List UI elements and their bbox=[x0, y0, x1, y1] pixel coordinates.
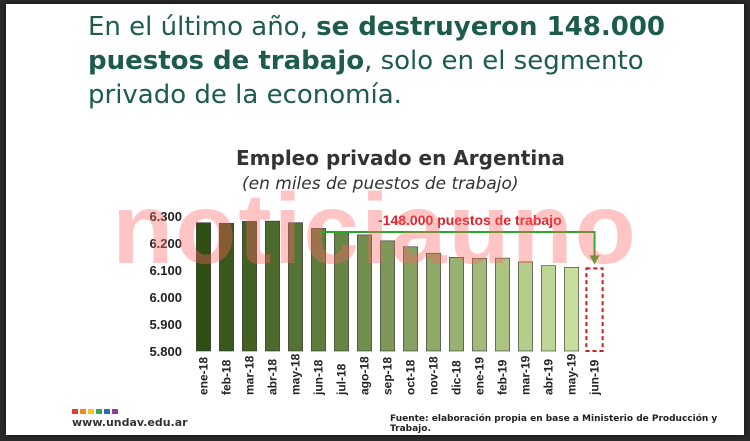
arrow-head bbox=[589, 255, 600, 265]
chart-title: Empleo privado en Argentina bbox=[236, 146, 565, 170]
x-tick-label: ene-19 bbox=[473, 357, 487, 395]
bar bbox=[242, 221, 257, 352]
x-tick-label: abr-19 bbox=[542, 359, 556, 395]
bar-highlight bbox=[585, 267, 604, 353]
bar bbox=[518, 261, 533, 352]
x-tick-label: may-18 bbox=[289, 353, 303, 395]
y-tick-label: 5.900 bbox=[149, 317, 182, 332]
annotation-label: -148.000 puestos de trabajo bbox=[378, 212, 562, 228]
x-tick-label: feb-18 bbox=[220, 359, 234, 395]
logo-url: www.undav.edu.ar bbox=[72, 416, 188, 429]
headline: En el último año, se destruyeron 148.000… bbox=[88, 10, 708, 112]
x-tick-label: ene-18 bbox=[197, 357, 211, 395]
headline-part-1: En el último año, bbox=[88, 12, 317, 42]
bar bbox=[288, 222, 303, 352]
bar bbox=[311, 228, 326, 352]
y-tick-label: 5.800 bbox=[149, 344, 182, 359]
bar bbox=[196, 222, 211, 352]
x-tick-label: jul-18 bbox=[335, 363, 349, 396]
x-tick-label: oct-18 bbox=[404, 359, 418, 395]
bar bbox=[219, 222, 234, 352]
logo-dot bbox=[96, 409, 102, 414]
x-tick-label: dic-18 bbox=[450, 360, 464, 395]
x-tick-label: abr-18 bbox=[266, 359, 280, 395]
headline-bold: se destruyeron 148.000 puestos de trabaj… bbox=[88, 12, 666, 76]
logo-dot bbox=[104, 409, 110, 414]
logo-color-dots bbox=[72, 409, 188, 414]
bar bbox=[380, 240, 395, 352]
infographic-frame: En el último año, se destruyeron 148.000… bbox=[6, 4, 744, 435]
bar bbox=[449, 257, 464, 352]
bar bbox=[541, 265, 556, 352]
bar bbox=[403, 246, 418, 352]
undav-logo: www.undav.edu.ar bbox=[72, 409, 188, 429]
y-tick-label: 6.000 bbox=[149, 290, 182, 305]
bar bbox=[564, 266, 579, 352]
x-tick-label: may-19 bbox=[565, 353, 579, 395]
x-tick-label: sep-18 bbox=[381, 357, 395, 395]
x-tick-label: jun-19 bbox=[588, 359, 602, 396]
logo-dot bbox=[72, 409, 78, 414]
chart-subtitle: (en miles de puestos de trabajo) bbox=[242, 174, 519, 194]
x-tick-label: mar-18 bbox=[243, 355, 257, 395]
source-note: Fuente: elaboración propia en base a Min… bbox=[390, 414, 718, 434]
headline-part-2: , solo en el segmento privado de la econ… bbox=[88, 46, 644, 110]
x-tick-label: feb-19 bbox=[496, 359, 510, 395]
logo-dot bbox=[112, 409, 118, 414]
x-tick-label: nov-18 bbox=[427, 356, 441, 395]
bar bbox=[495, 257, 510, 352]
y-tick-label: 6.300 bbox=[149, 209, 182, 224]
logo-dot bbox=[80, 409, 86, 414]
y-tick-label: 6.100 bbox=[149, 263, 182, 278]
x-tick-label: ago-18 bbox=[358, 356, 372, 395]
bar bbox=[334, 232, 349, 352]
bar-chart: 5.800 5.900 6.000 6.100 6.200 6.300 ene-18 feb-… bbox=[149, 209, 604, 396]
arrow-line bbox=[318, 231, 596, 257]
bar bbox=[472, 258, 487, 352]
bar bbox=[265, 220, 280, 352]
bar bbox=[426, 252, 441, 352]
x-tick-label: jun-18 bbox=[312, 359, 326, 396]
logo-dot bbox=[88, 409, 94, 414]
x-tick-label: mar-19 bbox=[519, 355, 533, 395]
bar bbox=[357, 234, 372, 352]
y-tick-label: 6.200 bbox=[149, 236, 182, 251]
